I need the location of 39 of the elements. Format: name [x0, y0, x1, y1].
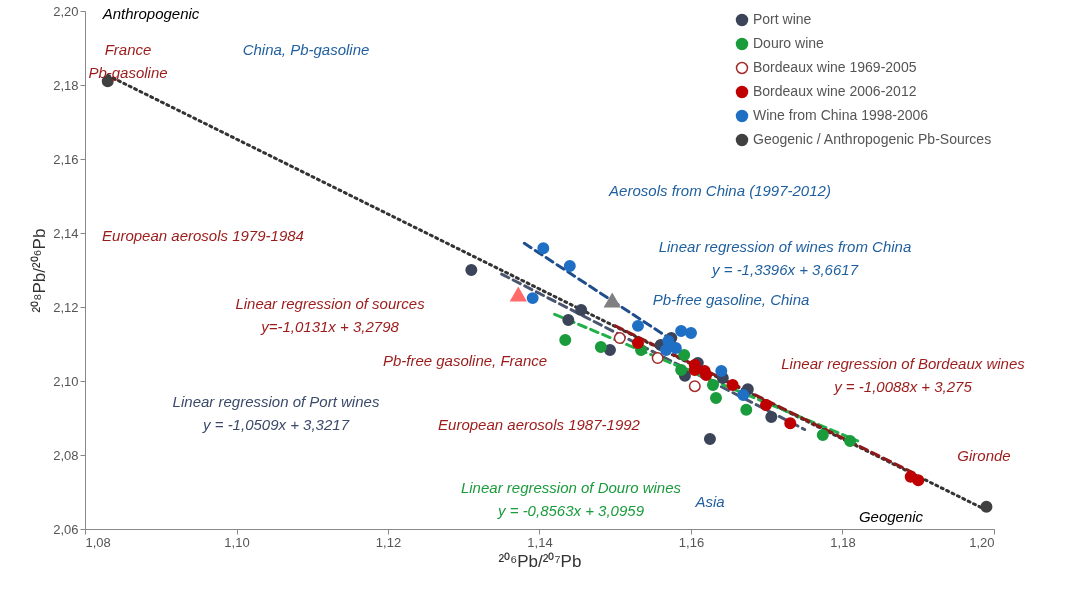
y-tick-label: 2,16 [53, 151, 79, 167]
annotation: Linear regression of Port wines y = -1,0509x + 3,3217 [172, 393, 380, 433]
annotation: Linear regression of wines from China y = -1,3396x + 3,6617 [658, 238, 912, 278]
x-tick-label: 1,12 [375, 534, 402, 550]
x-axis-title: ²⁰⁶Pb/²⁰⁷Pb [498, 551, 582, 571]
x-tick-label: 1,10 [224, 534, 250, 550]
y-tick-label: 2,12 [53, 299, 79, 315]
legend-label: Port wine [753, 11, 812, 27]
annotation: Asia [694, 493, 725, 510]
annotation: Anthropogenic [101, 5, 200, 22]
annotation: Pb-free gasoline, France [382, 352, 548, 369]
annotation: Linear regression of sources y=-1,0131x + 3,2798 [235, 295, 426, 335]
annotation: Pb-free gasoline, China [652, 291, 810, 308]
y-tick-label: 2,08 [53, 447, 79, 463]
y-tick-label: 2,20 [53, 3, 79, 19]
x-tick-label: 1,18 [830, 534, 856, 550]
x-tick-label: 1,20 [969, 534, 995, 550]
x-tick-label: 1,14 [527, 534, 553, 550]
annotation: Geogenic [858, 508, 924, 525]
legend-label: Geogenic / Anthropogenic Pb-Sources [753, 131, 992, 147]
annotation: Linear regression of Douro wines y = -0,8563x + 3,0959 [460, 479, 682, 519]
x-tick-label: 1,08 [85, 534, 111, 550]
annotation: China, Pb-gasoline [242, 41, 370, 58]
x-tick-label: 1,16 [678, 534, 705, 550]
y-tick-label: 2,18 [53, 77, 79, 93]
y-tick-label: 2,06 [53, 521, 79, 537]
y-axis-title: ²⁰⁸Pb/²⁰⁶Pb [30, 228, 50, 313]
annotation: Gironde [957, 447, 1011, 464]
annotation: France Pb-gasoline [88, 41, 168, 81]
legend-label: Bordeaux wine 2006-2012 [753, 83, 917, 99]
legend-label: Douro wine [753, 35, 825, 51]
annotation: Linear regression of Bordeaux wines y = -1,0088x + 3,275 [781, 355, 1026, 395]
annotation: Aerosols from China (1997-2012) [608, 182, 831, 199]
legend-label: Wine from China 1998-2006 [753, 107, 929, 123]
annotation: European aerosols 1979-1984 [102, 227, 304, 244]
annotation: European aerosols 1987-1992 [438, 416, 641, 433]
legend-label: Bordeaux wine 1969-2005 [753, 59, 917, 75]
y-tick-label: 2,10 [53, 373, 79, 389]
y-tick-label: 2,14 [53, 225, 79, 241]
